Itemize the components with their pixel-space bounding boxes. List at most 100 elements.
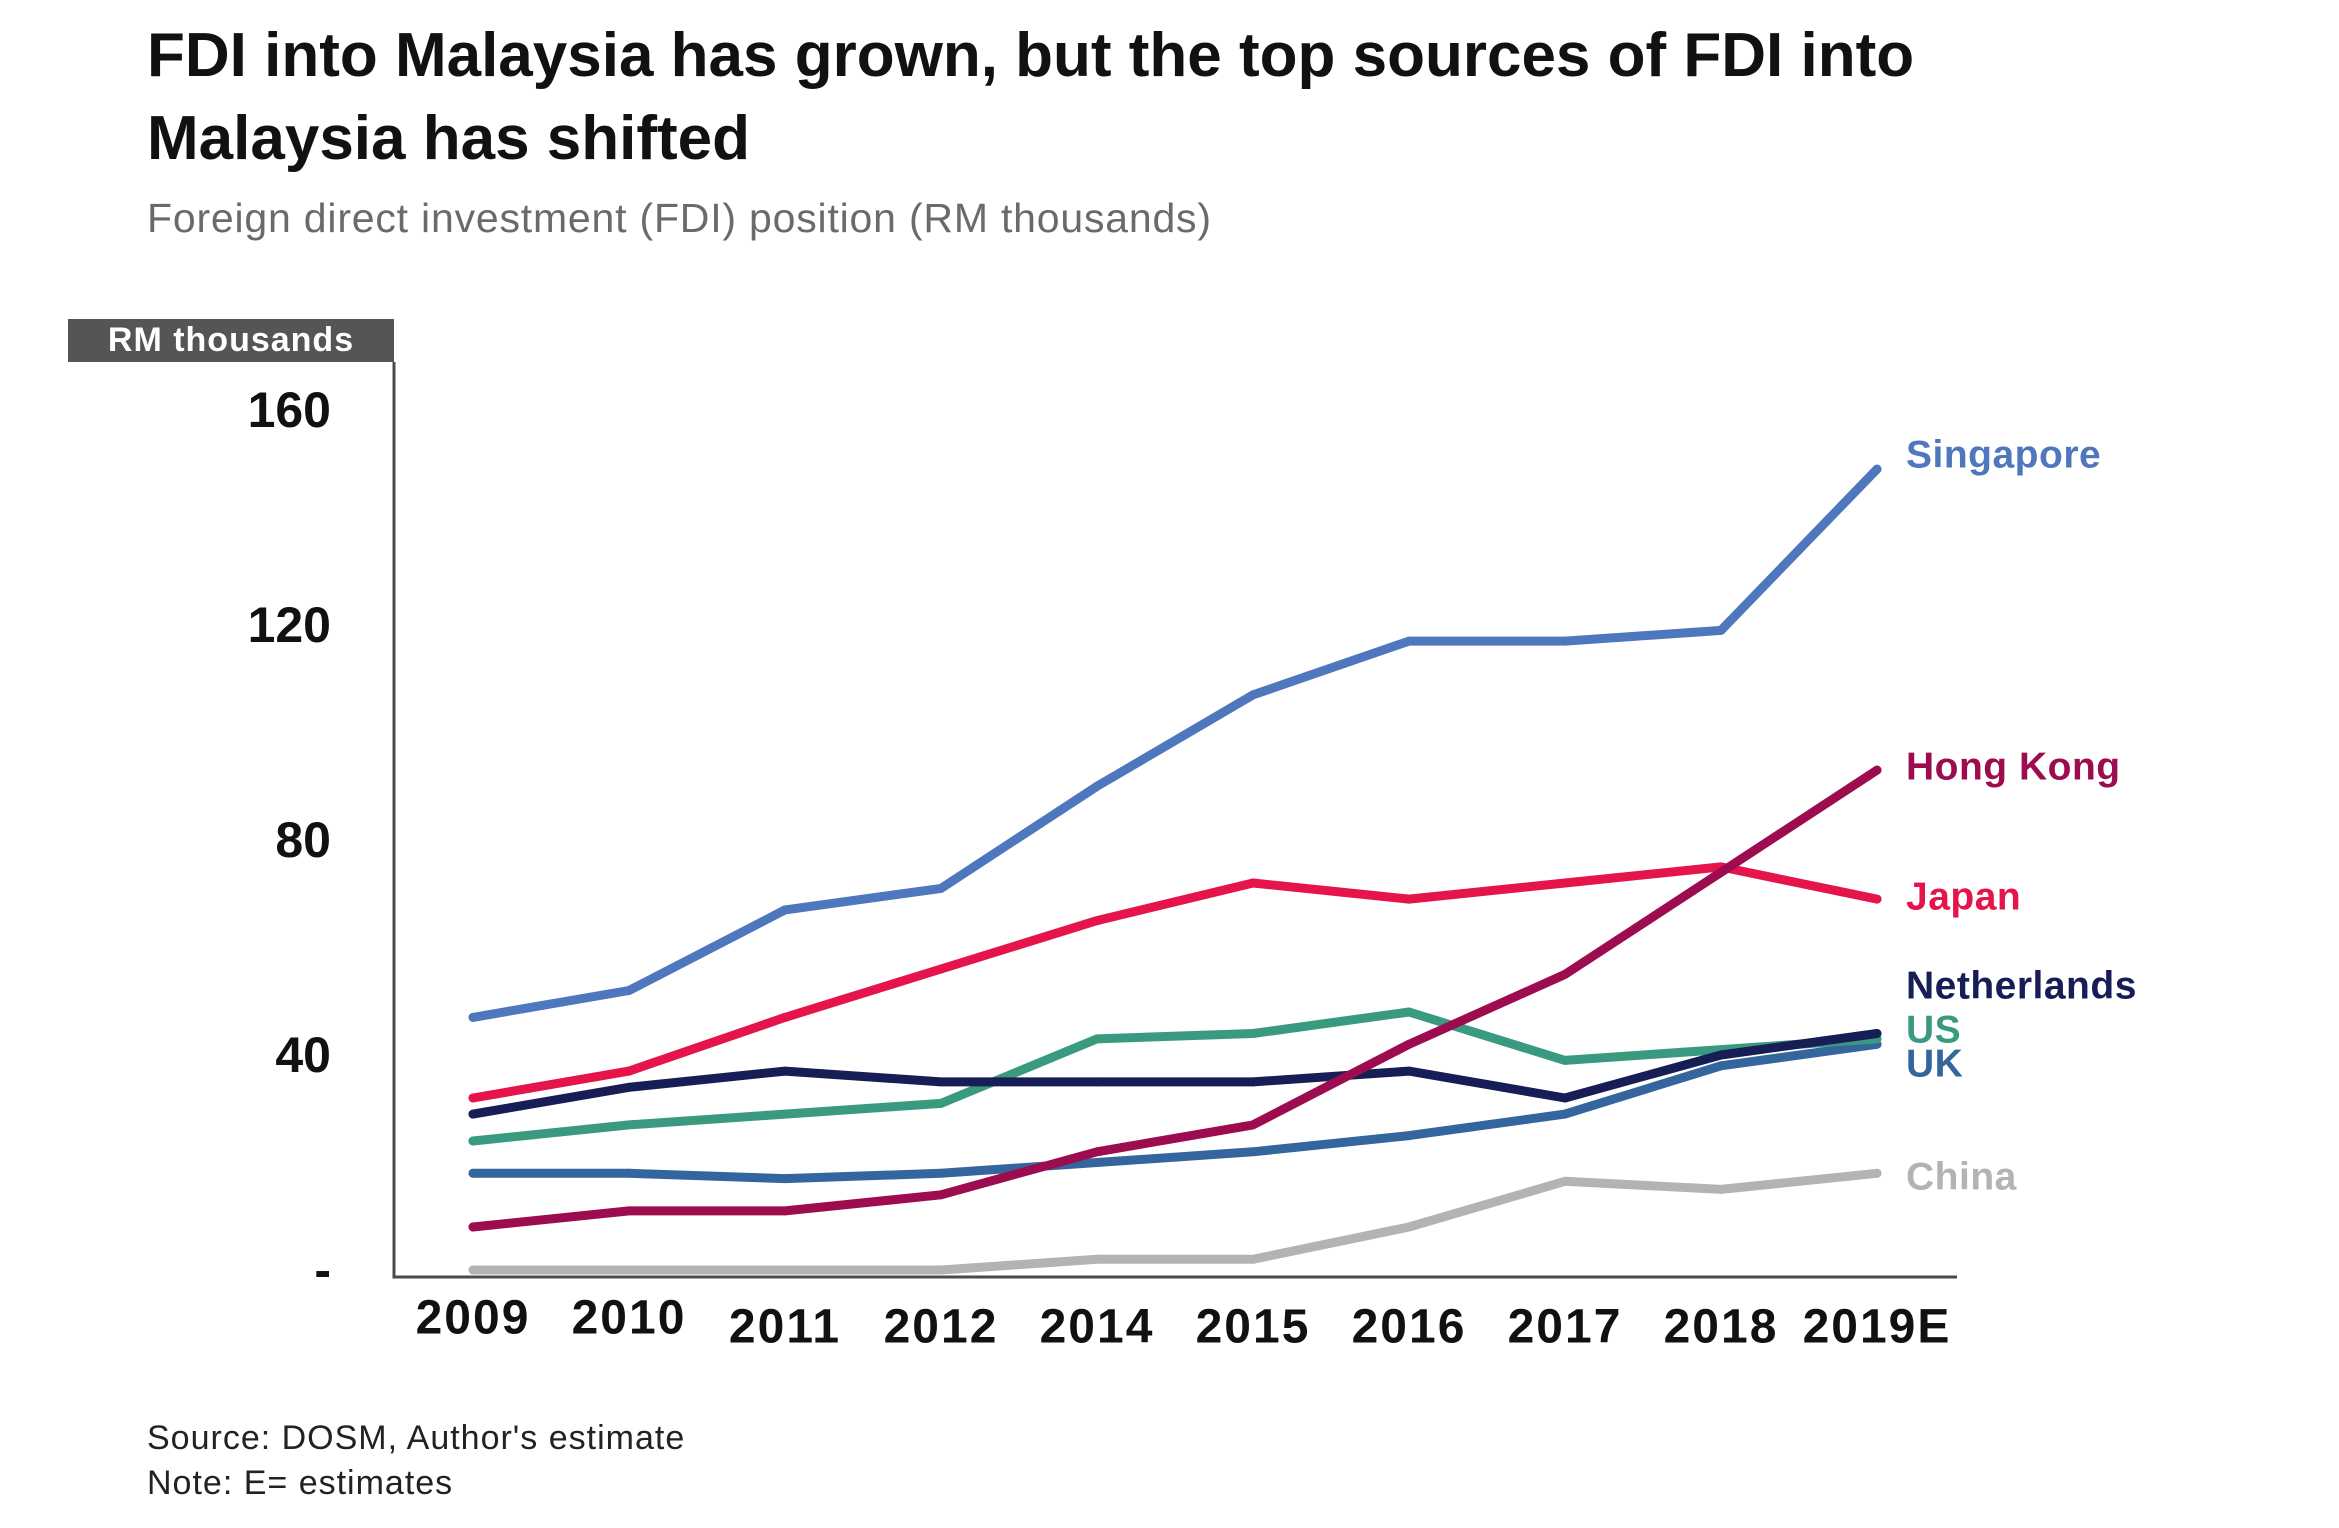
x-tick-label: 2012 [884, 1301, 999, 1354]
estimate-note: Note: E= estimates [147, 1464, 454, 1502]
data-point-japan-2011 [780, 1012, 790, 1022]
data-point-singapore-2018 [1716, 625, 1726, 635]
series-china [468, 1168, 1882, 1275]
data-point-japan-2009 [468, 1093, 478, 1103]
data-point-netherlands-2015 [1248, 1077, 1258, 1087]
series-label-us: US [1906, 1009, 1961, 1052]
data-point-uk-2009 [468, 1168, 478, 1178]
data-point-hong-kong-2012 [936, 1190, 946, 1200]
data-point-singapore-2010 [624, 986, 634, 995]
series-label-hong-kong: Hong Kong [1906, 746, 2121, 789]
data-point-us-2014 [1092, 1034, 1102, 1044]
data-point-china-2016 [1404, 1222, 1414, 1232]
x-tick-label: 2016 [1352, 1301, 1467, 1354]
series-label-uk: UK [1906, 1043, 1963, 1086]
data-point-japan-2016 [1404, 894, 1414, 904]
data-point-netherlands-2017 [1560, 1093, 1570, 1103]
data-point-uk-2012 [936, 1168, 946, 1178]
y-tick-label: 120 [248, 597, 331, 653]
data-point-china-2011 [780, 1265, 790, 1275]
y-tick-label: 80 [275, 812, 331, 868]
x-tick-label: 2019E [1803, 1301, 1952, 1354]
data-point-japan-2010 [624, 1066, 634, 1076]
chart-title: FDI into Malaysia has grown, but the top… [147, 21, 1915, 173]
data-point-hong-kong-2016 [1404, 1039, 1414, 1049]
x-tick-labels: 2009 2010 2011 2012 2014 2015 2016 2017 2018 2019… [416, 1292, 1952, 1354]
data-point-china-2018 [1716, 1184, 1726, 1194]
data-point-uk-2017 [1560, 1109, 1570, 1119]
series-line-singapore [468, 464, 1882, 1022]
y-axis-label-box: RM thousands [68, 319, 394, 362]
data-point-us-2016 [1404, 1007, 1414, 1017]
y-tick-label: 40 [275, 1027, 331, 1083]
data-point-singapore-2014 [1092, 781, 1102, 791]
data-point-china-2015 [1248, 1254, 1258, 1264]
data-point-hong-kong-2018 [1716, 867, 1726, 877]
series-line-japan [468, 862, 1882, 1103]
series-hong-kong [468, 765, 1882, 1232]
series-label-netherlands: Netherlands [1906, 965, 2137, 1008]
data-point-china-2019e [1872, 1168, 1882, 1178]
y-tick-label: - [314, 1242, 331, 1298]
data-point-us-2011 [780, 1109, 790, 1119]
data-point-japan-2014 [1092, 916, 1102, 926]
data-point-netherlands-2010 [624, 1082, 634, 1092]
data-point-hong-kong-2019e [1872, 765, 1882, 775]
chart-subtitle: Foreign direct investment (FDI) position… [147, 195, 1212, 241]
data-point-hong-kong-2011 [780, 1206, 790, 1216]
data-point-uk-2014 [1092, 1158, 1102, 1167]
series-us [468, 1007, 1882, 1146]
data-point-uk-2016 [1404, 1131, 1414, 1141]
x-tick-label: 2014 [1040, 1301, 1155, 1354]
x-tick-label: 2017 [1508, 1301, 1623, 1354]
data-point-netherlands-2011 [780, 1066, 790, 1076]
data-point-us-2012 [936, 1098, 946, 1108]
source-note: Source: DOSM, Author's estimate [147, 1419, 686, 1457]
data-point-us-2015 [1248, 1029, 1258, 1038]
x-tick-label: 2011 [729, 1301, 841, 1354]
series-lines [468, 464, 1882, 1275]
series-netherlands [468, 1029, 1882, 1119]
data-point-netherlands-2014 [1092, 1077, 1102, 1087]
data-point-japan-2015 [1248, 878, 1258, 888]
data-point-netherlands-2018 [1716, 1050, 1726, 1060]
axes [392, 362, 1957, 1279]
series-line-uk [468, 1039, 1882, 1184]
data-point-hong-kong-2015 [1248, 1120, 1258, 1130]
data-point-us-2010 [624, 1120, 634, 1130]
data-point-singapore-2015 [1248, 690, 1258, 700]
data-point-us-2009 [468, 1136, 478, 1146]
x-tick-label: 2018 [1664, 1301, 1779, 1354]
chart-footer: Source: DOSM, Author's estimate Note: E=… [147, 1416, 685, 1506]
series-line-hong-kong [468, 765, 1882, 1232]
series-line-netherlands [468, 1029, 1882, 1119]
data-point-uk-2011 [780, 1174, 790, 1184]
data-point-china-2009 [468, 1265, 478, 1275]
data-point-singapore-2016 [1404, 636, 1414, 646]
data-point-hong-kong-2017 [1560, 969, 1570, 979]
data-point-china-2012 [936, 1265, 946, 1275]
data-point-japan-2019e [1872, 894, 1882, 904]
data-point-netherlands-2016 [1404, 1066, 1414, 1076]
x-tick-label: 2015 [1196, 1301, 1311, 1354]
y-tick-labels: - 40 80 120 160 [248, 382, 331, 1298]
series-uk [468, 1039, 1882, 1184]
y-tick-label: 160 [248, 382, 331, 438]
series-line-us [468, 1007, 1882, 1146]
data-point-china-2017 [1560, 1176, 1570, 1186]
data-point-netherlands-2009 [468, 1109, 478, 1119]
data-point-netherlands-2019e [1872, 1029, 1882, 1038]
x-tick-label: 2009 [416, 1292, 531, 1345]
data-point-singapore-2012 [936, 883, 946, 893]
data-point-singapore-2019e [1872, 464, 1882, 474]
data-point-uk-2015 [1248, 1147, 1258, 1157]
series-label-japan: Japan [1906, 876, 2021, 919]
series-singapore [468, 464, 1882, 1022]
data-point-uk-2010 [624, 1168, 634, 1178]
data-point-netherlands-2012 [936, 1077, 946, 1087]
data-point-china-2010 [624, 1265, 634, 1275]
data-point-singapore-2017 [1560, 636, 1570, 646]
series-label-singapore: Singapore [1906, 434, 2101, 477]
